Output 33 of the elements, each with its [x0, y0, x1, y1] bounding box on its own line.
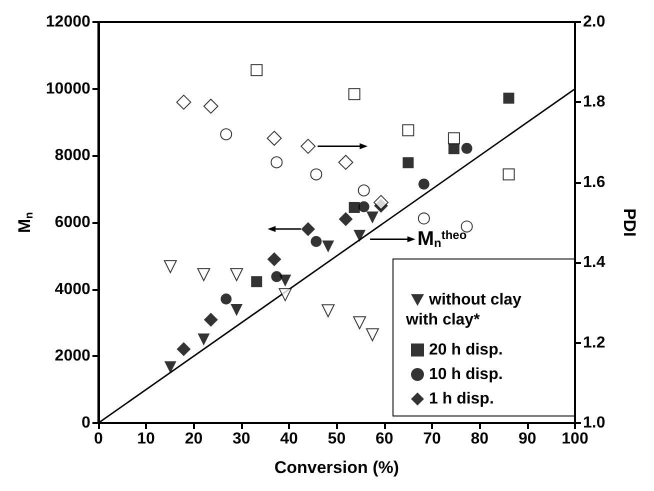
annotation: with clay* — [405, 312, 481, 328]
y2-tick-label: 1.4 — [583, 254, 606, 272]
x-tick-label: 30 — [232, 430, 250, 448]
x-tick-label: 50 — [328, 430, 346, 448]
x-tick-label: 60 — [375, 430, 394, 448]
y-tick-label: 8000 — [54, 147, 90, 164]
x-tick-label: 90 — [518, 430, 536, 448]
legend-label: 20 h disp. — [429, 342, 503, 358]
y2-axis-title: PDI — [620, 208, 639, 237]
x-tick-label: 0 — [94, 430, 103, 448]
x-axis-title: Conversion (%) — [274, 458, 400, 477]
x-tick-label: 10 — [137, 430, 156, 448]
y2-tick-label: 1.8 — [583, 94, 606, 111]
y-tick-label: 10000 — [46, 80, 90, 98]
x-tick-label: 20 — [184, 430, 203, 448]
x-tick-label: 40 — [280, 430, 298, 448]
y-tick-label: 12000 — [46, 14, 90, 30]
y2-tick-label: 2.0 — [583, 14, 606, 30]
y2-tick-label: 1.2 — [583, 334, 606, 352]
annotation: Mntheo — [417, 228, 467, 250]
y-axis-title: Mn — [15, 212, 36, 233]
legend-label: 1 h disp. — [429, 390, 494, 408]
y-tick-label: 4000 — [54, 280, 90, 298]
y-tick-label: 2000 — [54, 348, 90, 365]
legend-label: without clay — [428, 292, 522, 308]
y2-tick-label: 1.0 — [583, 414, 606, 432]
x-tick-label: 70 — [423, 430, 442, 448]
legend-label: 10 h disp. — [429, 366, 503, 383]
y-tick-label: 6000 — [54, 214, 90, 231]
y2-tick-label: 1.6 — [583, 174, 606, 191]
x-tick-label: 100 — [562, 430, 588, 448]
x-tick-label: 80 — [470, 430, 489, 448]
y-tick-label: 0 — [81, 414, 90, 432]
